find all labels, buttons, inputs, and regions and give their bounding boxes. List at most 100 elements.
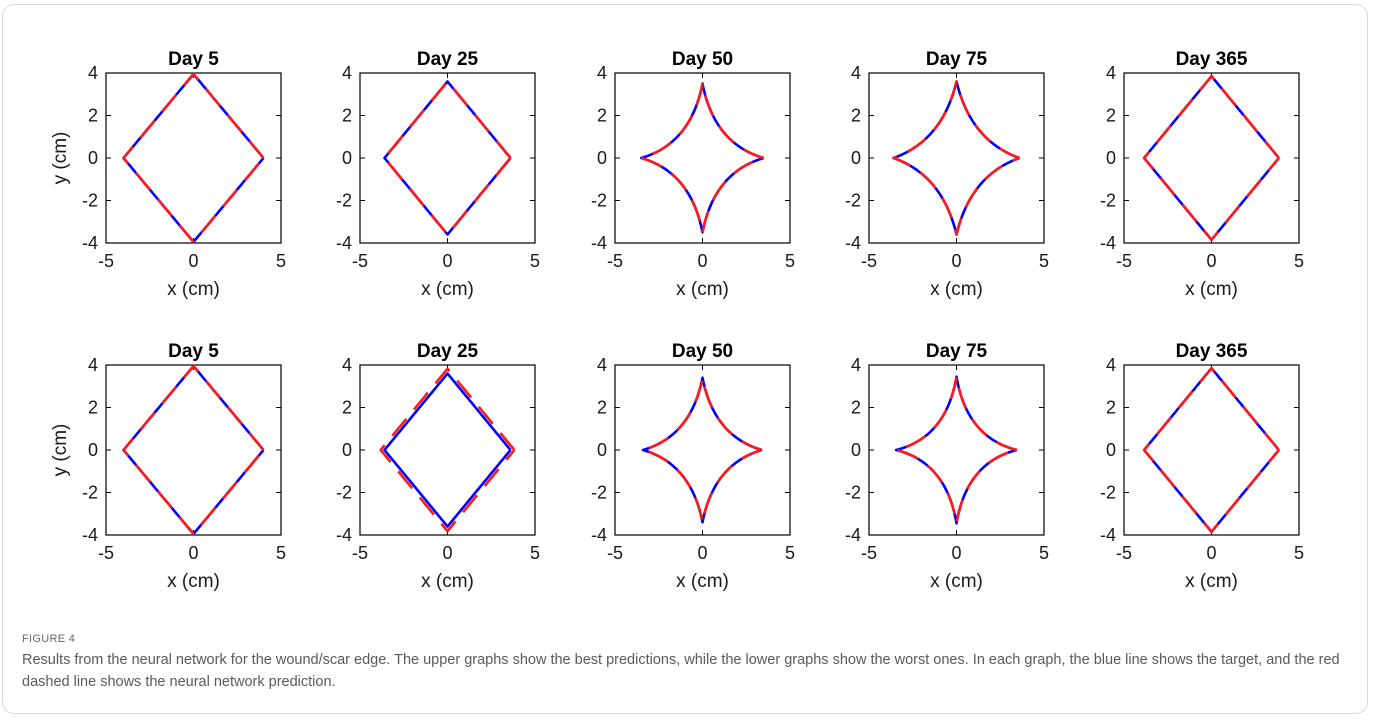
prediction-line [379,367,516,533]
y-tick-label: 4 [342,355,352,375]
x-axis-label: x (cm) [167,279,220,300]
y-tick-label: 2 [1106,398,1116,418]
x-axis-label: x (cm) [167,571,220,592]
prediction-line [639,82,765,234]
plot-area [359,364,536,536]
x-tick-label: 0 [1206,543,1216,563]
x-tick-label: 5 [276,251,286,271]
plot-area [614,364,791,536]
panel-0-1: Day 25 -5 0 5 -4 -2 0 2 4 x (cm) [336,49,540,300]
y-tick-label: -2 [336,191,352,211]
y-tick-label: -2 [845,191,861,211]
y-tick-label: -4 [336,525,352,545]
plot-area [359,72,536,244]
x-tick-label: 0 [442,543,452,563]
x-axis-label: x (cm) [676,279,729,300]
y-tick-label: 4 [88,63,98,83]
y-tick-label: 4 [1106,63,1116,83]
x-axis-label: x (cm) [421,279,474,300]
y-tick-label: -2 [845,483,861,503]
x-tick-label: -5 [861,251,877,271]
x-tick-label: 5 [1294,251,1304,271]
y-tick-label: 0 [342,148,352,168]
x-tick-label: 5 [1039,251,1049,271]
y-tick-label: -4 [591,233,607,253]
panel-title: Day 25 [417,341,479,362]
y-tick-label: 0 [342,440,352,460]
y-tick-label: 2 [1106,106,1116,126]
panel-title: Day 365 [1176,49,1248,70]
x-tick-label: -5 [352,543,368,563]
plot-area [105,364,282,536]
x-tick-label: 5 [1039,543,1049,563]
y-tick-label: -4 [1100,233,1116,253]
y-tick-label: -2 [1100,483,1116,503]
y-tick-label: 4 [851,355,861,375]
x-tick-label: 0 [697,251,707,271]
target-line [892,80,1020,236]
x-tick-label: 0 [188,251,198,271]
caption-block: FIGURE 4 Results from the neural network… [22,633,1352,693]
figure-label: FIGURE 4 [22,633,76,645]
y-tick-label: 0 [88,148,98,168]
panel-title: Day 5 [168,341,219,362]
x-tick-label: 5 [276,543,286,563]
panel-title: Day 75 [926,49,988,70]
x-tick-label: -5 [607,251,623,271]
x-tick-label: -5 [607,543,623,563]
y-tick-label: 0 [88,440,98,460]
y-tick-label: -2 [1100,191,1116,211]
target-line [639,82,765,234]
panel-title: Day 50 [672,341,733,362]
prediction-line [122,364,265,536]
x-tick-label: 5 [530,251,540,271]
x-tick-label: -5 [861,543,877,563]
target-line [1142,366,1280,534]
panel-0-0: Day 5 -5 0 5 -4 -2 0 2 4 x (cm) y (cm) [50,49,286,300]
target-line [383,80,512,236]
panel-1-2: Day 50 -5 0 5 -4 -2 0 2 4 x (cm) [591,341,795,592]
y-tick-label: 2 [88,106,98,126]
y-axis-label: y (cm) [50,132,71,185]
y-tick-label: 4 [342,63,352,83]
y-tick-label: -2 [82,483,98,503]
y-tick-label: -4 [336,233,352,253]
x-tick-label: 0 [1206,251,1216,271]
panel-title: Day 5 [168,49,219,70]
panel-title: Day 25 [417,49,479,70]
y-tick-label: 2 [88,398,98,418]
y-tick-label: 4 [597,355,607,375]
y-tick-label: -2 [591,483,607,503]
panel-title: Day 50 [672,49,733,70]
y-tick-label: -2 [336,483,352,503]
y-tick-label: 2 [342,398,352,418]
y-tick-label: -4 [1100,525,1116,545]
x-tick-label: 0 [442,251,452,271]
plot-area [1123,72,1300,244]
x-tick-label: 0 [697,543,707,563]
y-tick-label: -4 [82,233,98,253]
panel-title: Day 365 [1176,341,1248,362]
panel-title: Day 75 [926,341,988,362]
y-tick-label: 2 [342,106,352,126]
x-tick-label: -5 [352,251,368,271]
panel-1-4: Day 365 -5 0 5 -4 -2 0 2 4 x (cm) [1100,341,1304,592]
y-tick-label: 4 [1106,355,1116,375]
y-tick-label: -2 [591,191,607,211]
y-tick-label: 4 [851,63,861,83]
x-tick-label: 5 [1294,543,1304,563]
x-tick-label: 5 [785,251,795,271]
prediction-line [122,72,265,244]
y-tick-label: 4 [88,355,98,375]
x-tick-label: -5 [98,543,114,563]
x-tick-label: 0 [951,251,961,271]
target-line [122,72,265,244]
target-line [894,375,1018,525]
x-axis-label: x (cm) [930,571,983,592]
x-tick-label: 0 [188,543,198,563]
y-tick-label: 0 [1106,148,1116,168]
y-tick-label: -4 [82,525,98,545]
prediction-line [641,376,763,524]
y-tick-label: -4 [591,525,607,545]
target-line [122,364,265,536]
